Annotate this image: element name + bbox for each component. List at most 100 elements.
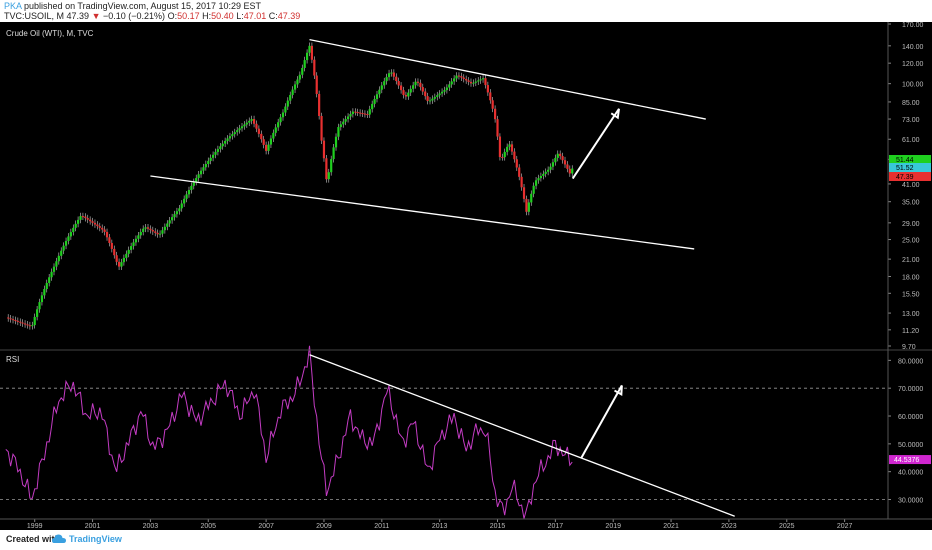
candle-body [286, 100, 289, 107]
candle-body [281, 112, 285, 118]
candle-body [337, 127, 340, 137]
candle-body [105, 231, 109, 238]
candle [125, 250, 128, 262]
rsi-tick-label: 60.0000 [898, 414, 923, 421]
candle [455, 72, 458, 82]
candle [404, 91, 408, 100]
footer: Created with TradingView [0, 530, 932, 550]
candle-body [23, 323, 27, 325]
candle [252, 115, 256, 128]
candle [122, 254, 125, 266]
candle-body [14, 320, 17, 322]
rsi-chart-title: RSI [6, 355, 19, 364]
candle [342, 118, 345, 128]
candle [332, 144, 335, 163]
candle-body [204, 164, 207, 168]
ohlc-open: 50.17 [177, 11, 200, 21]
price-trendline [309, 38, 706, 120]
candle [469, 78, 473, 87]
candle [115, 251, 118, 266]
time-tick-label: 2021 [663, 523, 679, 530]
candle [385, 73, 388, 85]
candle [36, 305, 39, 321]
symbol-info: TVC:USOIL, M 47.39 ▼ −0.10 (−0.21%) O:50… [4, 11, 300, 21]
candle-body [421, 87, 424, 92]
candle [233, 128, 236, 138]
candle-body [503, 151, 506, 158]
price-tick-label: 35.00 [902, 200, 920, 207]
candle [298, 71, 301, 83]
candle-body [349, 114, 352, 117]
candle-body [11, 319, 15, 321]
chart-canvas[interactable]: Crude Oil (WTI), M, TVC 170.00 140.00 120.0… [0, 22, 932, 530]
candle [407, 89, 410, 100]
candle [542, 170, 545, 180]
candle [421, 83, 424, 95]
candle-body [197, 174, 200, 179]
candle-body [426, 96, 429, 101]
rsi-tag-bg [889, 455, 931, 465]
candle [296, 76, 299, 88]
candle [494, 105, 497, 123]
candle-body [489, 92, 492, 101]
candle [132, 239, 135, 250]
candle-body [9, 318, 12, 320]
candle [286, 97, 289, 111]
candle-body [431, 98, 434, 101]
candle-body [305, 52, 309, 61]
candle-body [448, 84, 451, 88]
candle [474, 78, 477, 87]
candle-body [462, 77, 465, 79]
candle-body [127, 249, 130, 254]
candle-body [566, 164, 569, 169]
candle-body [361, 113, 364, 115]
rsi-tick-label: 80.0000 [898, 358, 923, 365]
candle [216, 145, 220, 156]
candle [79, 212, 82, 224]
candle-body [103, 229, 106, 232]
publisher-link[interactable]: PKA [4, 1, 22, 11]
candle-body [419, 82, 422, 88]
candle [23, 320, 27, 328]
candle [450, 78, 453, 88]
candle-body [274, 127, 277, 133]
candle [108, 233, 111, 247]
price-arrow-head [610, 108, 620, 120]
time-tick-label: 2019 [605, 523, 621, 530]
price-tick-label: 170.00 [902, 22, 924, 29]
candle [171, 213, 174, 224]
candle-body [330, 159, 333, 173]
candle-body [554, 157, 557, 163]
candle-body [474, 81, 477, 83]
candle-body [373, 99, 376, 104]
candle [559, 150, 562, 160]
candle [305, 49, 309, 64]
price-tick-label: 120.00 [902, 61, 924, 68]
candle-body [7, 317, 10, 319]
candle [154, 228, 157, 237]
candle [74, 220, 77, 232]
candle-body [43, 288, 46, 296]
candle-body [199, 170, 203, 175]
price-tick-label: 61.00 [902, 137, 920, 144]
candle-body [375, 94, 379, 100]
published-text: published on TradingView.com, August 15,… [24, 1, 262, 11]
candle [103, 226, 106, 236]
candle-body [334, 136, 338, 148]
candle-body [520, 176, 523, 188]
candle [127, 246, 130, 258]
candle [380, 82, 383, 94]
candle-body [93, 222, 97, 225]
candle [139, 228, 142, 239]
candle [465, 75, 468, 84]
tradingview-brand[interactable]: TradingView [69, 534, 122, 544]
candle [431, 95, 434, 104]
candle-body [530, 193, 533, 203]
candle-body [26, 324, 29, 326]
candle-body [556, 153, 559, 158]
candle [130, 242, 133, 254]
time-tick-label: 1999 [27, 523, 43, 530]
price-tag: 51.44 [896, 157, 914, 164]
tradingview-cloud-icon [52, 534, 66, 543]
candle-body [224, 141, 227, 144]
